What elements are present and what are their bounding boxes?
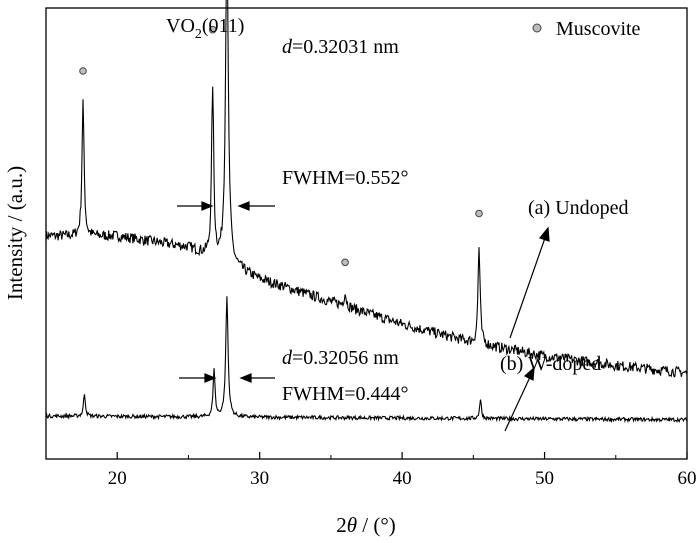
pointer-arrow-undoped (509, 226, 550, 339)
x-tick-label: 20 (108, 468, 127, 489)
muscovite-marker-icon (79, 67, 87, 75)
legend-label-muscovite: Muscovite (556, 18, 641, 40)
x-tick-label: 40 (393, 468, 412, 489)
series-label-wdoped: (b) W-doped (500, 353, 601, 375)
x-axis-ticks: 20 30 40 50 60 (45, 452, 697, 489)
pointer-arrow-wdoped (504, 366, 535, 432)
legend: Muscovite (532, 18, 641, 40)
fwhm-arrows-wdoped (179, 373, 275, 383)
fwhm-undoped: FWHM=0.552° (282, 167, 409, 189)
peak-label-vo2: VO2(011) (166, 15, 244, 42)
fwhm-arrows-undoped (177, 201, 275, 211)
muscovite-marker-icon (475, 209, 483, 218)
x-tick-label: 30 (250, 468, 269, 489)
series-line-undoped (45, 0, 688, 378)
muscovite-marker-icon (208, 25, 217, 34)
x-tick-label: 50 (535, 468, 554, 489)
fwhm-wdoped: FWHM=0.444° (282, 383, 409, 405)
d-spacing-wdoped: d=0.32056 nm (282, 347, 399, 369)
x-axis-title: 2θ / (°) (336, 513, 396, 537)
x-tick-label: 60 (678, 468, 697, 489)
y-axis-title: Intensity / (a.u.) (3, 166, 27, 300)
series-label-undoped: (a) Undoped (528, 197, 629, 219)
legend-marker-icon (532, 23, 542, 33)
series-line-wdoped (45, 296, 688, 424)
d-spacing-undoped: d=0.32031 nm (282, 36, 399, 58)
muscovite-markers (79, 25, 483, 267)
muscovite-marker-icon (341, 258, 349, 267)
